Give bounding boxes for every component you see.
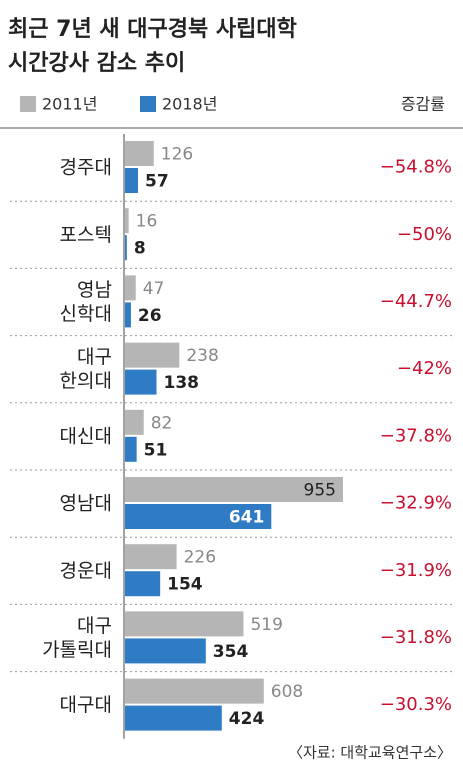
category-label-line: 영남	[77, 279, 112, 301]
value-label: 47	[143, 279, 165, 299]
bar	[125, 275, 136, 301]
value-label: 354	[213, 642, 249, 662]
category-label-line: 경주대	[60, 156, 112, 178]
chart-title: 시간강사 감소 추이	[8, 51, 185, 76]
bar	[125, 409, 144, 435]
category-label-line: 한의대	[60, 370, 112, 392]
bar	[125, 477, 343, 502]
category-label-line: 대신대	[60, 425, 112, 447]
category-label-line: 영남대	[60, 492, 112, 514]
category-label-line: 대구	[77, 346, 112, 368]
category-label-line: 경운대	[60, 559, 112, 581]
value-label: 82	[151, 413, 173, 433]
value-label: 51	[144, 440, 168, 460]
bar	[125, 611, 244, 637]
value-label: 641	[229, 508, 265, 528]
category-label: 영남대	[60, 492, 112, 514]
legend-swatch	[140, 96, 156, 112]
category-label: 대구대	[60, 694, 112, 716]
category-label-line: 가톨릭대	[42, 639, 112, 661]
category-label: 대신대	[60, 425, 112, 447]
category-label: 대구 가톨릭대	[42, 615, 112, 661]
bar	[125, 504, 272, 529]
category-label: 영남 신학대	[60, 279, 112, 325]
value-label: 238	[186, 346, 218, 366]
legend-label: 2011년	[42, 95, 97, 114]
value-label: 138	[164, 373, 200, 393]
bar	[125, 705, 222, 731]
chart-title: 최근 7년 새 대구경북 사립대학	[8, 17, 297, 42]
change-label: −31.9%	[380, 560, 452, 581]
change-label: −37.8%	[380, 425, 452, 446]
legend-swatch	[20, 96, 36, 112]
bar	[125, 342, 180, 368]
bar	[125, 369, 157, 395]
value-label: 226	[184, 548, 216, 568]
change-label: −42%	[397, 358, 452, 379]
category-label: 대구 한의대	[60, 346, 112, 392]
bar	[125, 638, 206, 664]
value-label: 57	[145, 172, 169, 192]
bar	[125, 571, 161, 597]
change-label: −32.9%	[380, 493, 452, 514]
value-label: 126	[161, 145, 193, 165]
category-label-line: 대구	[77, 615, 112, 637]
bar	[125, 208, 129, 234]
category-label-line: 포스텍	[60, 223, 112, 245]
category-label-line: 신학대	[60, 303, 112, 325]
legend-label: 2018년	[162, 95, 217, 114]
change-label: −31.8%	[380, 627, 452, 648]
value-label: 519	[250, 615, 282, 635]
value-label: 154	[167, 575, 203, 595]
category-label: 경주대	[60, 156, 112, 178]
bar	[125, 544, 177, 570]
bar	[125, 168, 139, 193]
bar	[125, 235, 127, 261]
bar	[125, 302, 131, 328]
value-label: 8	[134, 239, 146, 259]
value-label: 16	[136, 212, 158, 232]
category-label-line: 대구대	[60, 694, 112, 716]
bar	[125, 436, 137, 462]
category-label: 경운대	[60, 559, 112, 581]
value-label: 955	[304, 481, 336, 501]
bar	[125, 678, 264, 704]
change-label: −50%	[397, 224, 452, 245]
source: 〈자료: 대학교육연구소〉	[288, 744, 452, 762]
change-label: −44.7%	[380, 291, 452, 312]
value-label: 26	[138, 306, 162, 326]
change-label: −54.8%	[380, 157, 452, 178]
value-label: 608	[271, 682, 303, 702]
change-header: 증감률	[401, 95, 445, 114]
change-label: −30.3%	[380, 694, 452, 715]
category-label: 포스텍	[60, 223, 112, 245]
value-label: 424	[229, 709, 265, 729]
bar	[125, 141, 154, 166]
